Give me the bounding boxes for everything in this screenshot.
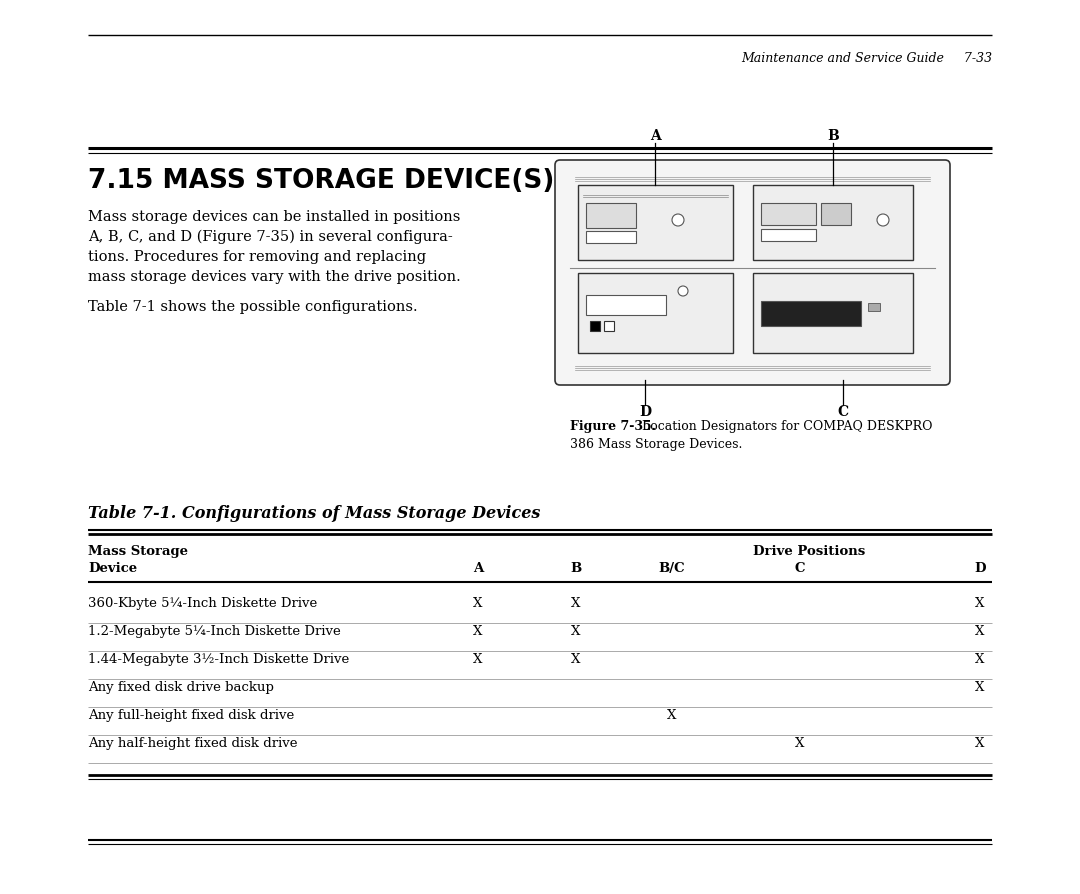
Circle shape	[678, 286, 688, 296]
Text: X: X	[571, 597, 581, 610]
Bar	[604, 321, 615, 331]
Text: Any fixed disk drive backup: Any fixed disk drive backup	[87, 681, 274, 694]
Text: C: C	[795, 562, 806, 575]
Text: A: A	[650, 129, 660, 143]
Text: X: X	[975, 653, 985, 666]
Text: Maintenance and Service Guide     7-33: Maintenance and Service Guide 7-33	[741, 52, 993, 65]
Circle shape	[672, 214, 684, 226]
Text: X: X	[473, 597, 483, 610]
Text: X: X	[473, 625, 483, 638]
Bar	[590, 321, 600, 331]
Text: X: X	[571, 653, 581, 666]
FancyBboxPatch shape	[555, 160, 950, 385]
Bar	[578, 273, 733, 353]
Text: Mass storage devices can be installed in positions: Mass storage devices can be installed in…	[87, 210, 460, 224]
Text: X: X	[473, 653, 483, 666]
Text: Figure 7-35.: Figure 7-35.	[570, 420, 656, 433]
Text: Table 7-1. Configurations of Mass Storage Devices: Table 7-1. Configurations of Mass Storag…	[87, 505, 540, 522]
Bar	[586, 203, 636, 228]
Text: 1.2-Megabyte 5¼-Inch Diskette Drive: 1.2-Megabyte 5¼-Inch Diskette Drive	[87, 625, 341, 638]
Text: tions. Procedures for removing and replacing: tions. Procedures for removing and repla…	[87, 250, 427, 264]
Text: X: X	[975, 597, 985, 610]
Text: X: X	[795, 737, 805, 750]
Text: D: D	[639, 405, 651, 419]
Text: A: A	[473, 562, 483, 575]
Bar	[753, 273, 913, 353]
Bar	[761, 229, 816, 241]
Text: C: C	[837, 405, 849, 419]
Text: B/C: B/C	[659, 562, 686, 575]
Text: X: X	[667, 709, 677, 722]
Text: 360-Kbyte 5¼-Inch Diskette Drive: 360-Kbyte 5¼-Inch Diskette Drive	[87, 597, 318, 610]
Text: Any full-height fixed disk drive: Any full-height fixed disk drive	[87, 709, 294, 722]
Text: Location Designators for COMPAQ DESKPRO: Location Designators for COMPAQ DESKPRO	[638, 420, 932, 433]
Text: A, B, C, and D (Figure 7-35) in several configura-: A, B, C, and D (Figure 7-35) in several …	[87, 230, 453, 244]
Bar	[753, 185, 913, 260]
Bar	[821, 203, 851, 225]
Text: mass storage devices vary with the drive position.: mass storage devices vary with the drive…	[87, 270, 461, 284]
Text: X: X	[975, 625, 985, 638]
Text: Drive Positions: Drive Positions	[753, 545, 865, 558]
Text: 386 Mass Storage Devices.: 386 Mass Storage Devices.	[570, 438, 742, 451]
Text: Device: Device	[87, 562, 137, 575]
Text: D: D	[974, 562, 986, 575]
Text: 1.44-Megabyte 3½-Inch Diskette Drive: 1.44-Megabyte 3½-Inch Diskette Drive	[87, 653, 349, 666]
Text: B: B	[827, 129, 839, 143]
Text: X: X	[975, 681, 985, 694]
Bar	[578, 185, 733, 260]
Bar	[586, 231, 636, 243]
Text: 7.15 MASS STORAGE DEVICE(S): 7.15 MASS STORAGE DEVICE(S)	[87, 168, 554, 194]
Bar	[586, 295, 666, 315]
Text: Table 7-1 shows the possible configurations.: Table 7-1 shows the possible configurati…	[87, 300, 418, 314]
Text: X: X	[975, 737, 985, 750]
Circle shape	[877, 214, 889, 226]
Bar	[761, 203, 816, 225]
Text: B: B	[570, 562, 582, 575]
Text: Any half-height fixed disk drive: Any half-height fixed disk drive	[87, 737, 297, 750]
Bar	[761, 301, 861, 326]
Text: Mass Storage: Mass Storage	[87, 545, 188, 558]
Bar	[868, 303, 880, 311]
Text: X: X	[571, 625, 581, 638]
